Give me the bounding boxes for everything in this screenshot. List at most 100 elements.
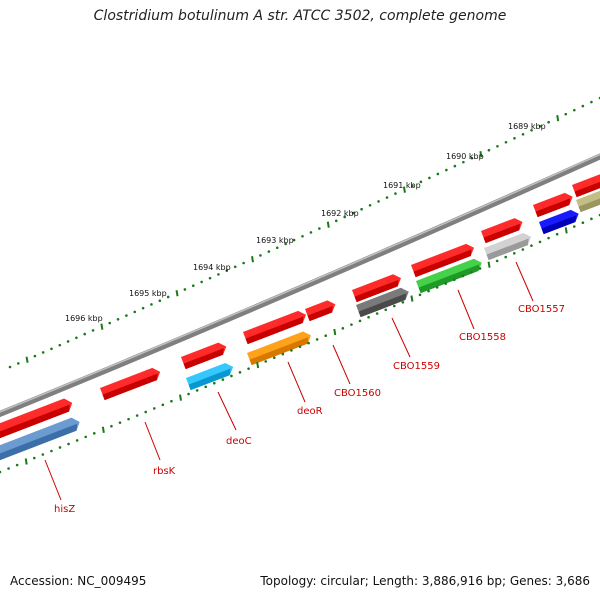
inner-dotted-arc (0, 213, 600, 474)
topology-summary: Topology: circular; Length: 3,886,916 bp… (260, 574, 590, 588)
inner-tick (118, 421, 122, 424)
scale-tick (428, 176, 431, 180)
gene-arrow (247, 331, 311, 366)
inner-tick (324, 334, 328, 338)
scale-tick (411, 184, 414, 188)
inner-tick (401, 301, 405, 304)
scale-tick (573, 108, 576, 112)
inner-tick (367, 315, 370, 319)
scale-tick (208, 276, 212, 280)
leader-line-CBO1557 (515, 261, 534, 302)
scale-tick (83, 332, 87, 336)
inner-tick (504, 255, 508, 259)
inner-tick (32, 456, 36, 460)
scale-tick (150, 303, 153, 306)
inner-tick (127, 417, 130, 421)
inner-tick (581, 221, 585, 225)
scale-tick (8, 365, 12, 369)
scale-tick (334, 219, 338, 223)
scale-tick (183, 288, 187, 291)
inner-tick (281, 352, 285, 356)
leader-line-hisZ (44, 459, 62, 501)
scale-ticks (8, 96, 600, 369)
inner-tick (350, 323, 353, 326)
scale-tick (368, 204, 372, 207)
inner-tick (58, 446, 62, 449)
inner-tick (384, 308, 388, 312)
inner-tick (75, 439, 79, 442)
gene-label-deoC: deoC (226, 436, 252, 447)
inner-tick (221, 378, 225, 381)
inner-tick (538, 240, 542, 244)
scale-tick (175, 290, 179, 297)
scale-tick (259, 254, 262, 257)
scale-tick (445, 168, 448, 172)
leader-line-CBO1558 (457, 289, 475, 330)
inner-tick (572, 225, 576, 228)
inner-tick (315, 338, 319, 341)
inner-tick (341, 327, 345, 330)
gene-arrow (484, 232, 532, 261)
gene-arrow (411, 243, 475, 278)
scale-tick (217, 273, 220, 276)
inner-tick (152, 407, 156, 410)
tick-label: 1689 kbp (508, 122, 546, 131)
inner-tick (256, 361, 260, 369)
scale-tick (233, 265, 237, 269)
scale-tick (200, 280, 203, 284)
scale-tick (100, 323, 104, 330)
scale-tick (108, 321, 112, 325)
scale-tick (547, 120, 550, 124)
scale-tick (267, 250, 271, 253)
gene-label-CBO1560: CBO1560 (334, 388, 381, 399)
scale-tick (343, 215, 346, 219)
scale-tick (504, 140, 508, 144)
gene-arrow (481, 218, 523, 244)
genome-backbone-highlight (0, 153, 600, 413)
scale-tick (25, 356, 29, 363)
gene-arrow (243, 310, 307, 345)
inner-tick (24, 458, 28, 465)
gene-arrow (539, 209, 579, 235)
gene-label-CBO1558: CBO1558 (459, 332, 506, 343)
scale-tick (360, 207, 363, 211)
leader-line-deoC (217, 391, 237, 431)
scale-tick (33, 354, 37, 358)
scale-tick (590, 100, 593, 104)
gene-label-rbsK: rbsK (153, 466, 176, 477)
inner-tick (333, 328, 337, 336)
inner-tick (144, 410, 148, 414)
scale-tick (125, 314, 128, 317)
scale-tick (487, 148, 491, 152)
leader-line-deoR (287, 361, 306, 403)
gene-arrow (572, 172, 600, 198)
inner-tick (564, 227, 568, 234)
tick-label: 1696 kbp (65, 314, 103, 323)
tick-label: 1691 kbp (383, 181, 421, 190)
gene-arrow (352, 274, 402, 303)
scale-tick (225, 269, 229, 272)
inner-tick (110, 424, 113, 428)
scale-tick (58, 343, 62, 347)
inner-tick (272, 356, 276, 360)
inner-tick (307, 341, 310, 345)
gene-arrow (181, 342, 227, 370)
inner-tick (470, 270, 473, 274)
scale-tick (581, 104, 585, 108)
inner-tick (298, 345, 302, 349)
scale-tick (275, 246, 279, 250)
scale-tick (479, 151, 483, 158)
inner-tick (179, 394, 182, 401)
scale-tick (66, 340, 70, 343)
gene-label-deoR: deoR (297, 406, 323, 417)
inner-tick (461, 274, 465, 278)
scale-tick (385, 196, 389, 199)
inner-tick (84, 435, 88, 439)
scale-tick (41, 351, 45, 354)
scale-tick (292, 238, 296, 242)
scale-tick (462, 160, 465, 164)
tick-label: 1695 kbp (129, 289, 167, 298)
scale-tick (377, 200, 380, 203)
leader-line-CBO1560 (332, 344, 351, 385)
